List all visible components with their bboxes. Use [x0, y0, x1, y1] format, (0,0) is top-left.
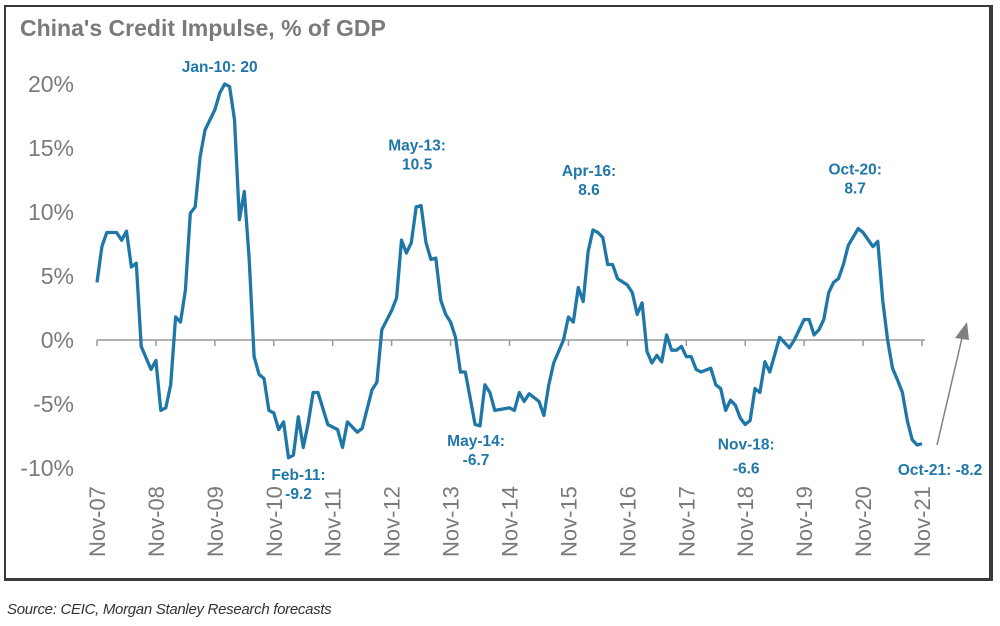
annotation-label: Jan-10: 20	[182, 59, 258, 76]
annotation-text: Feb-11:	[271, 467, 325, 484]
annotation-label: May-13: 10.5	[388, 138, 446, 174]
annotation-text: -9.2	[285, 486, 312, 503]
series-line	[95, 82, 923, 460]
y-tick-label: 10%	[28, 199, 74, 225]
x-tick-label: Nov-11	[321, 488, 346, 557]
annotation-label: May-14: -6.7	[447, 433, 505, 469]
x-tick-label: Nov-14	[498, 486, 523, 557]
forecast-arrow	[936, 322, 969, 446]
x-tick-label: Nov-09	[203, 486, 228, 557]
chart-title: China's Credit Impulse, % of GDP	[20, 15, 386, 41]
annotation-text: May-14:	[447, 433, 505, 450]
annotation-text: May-13:	[388, 138, 446, 155]
y-axis: 20% 15% 10% 5% 0% -5% -10%	[20, 71, 74, 481]
x-tick-label: Nov-07	[85, 486, 110, 557]
source-note: Source: CEIC, Morgan Stanley Research fo…	[7, 601, 332, 618]
x-tick-label: Nov-08	[144, 486, 169, 557]
annotation-label: Oct-21: -8.2	[898, 462, 982, 479]
y-tick-label: 15%	[28, 135, 74, 161]
annotation-text: -6.6	[733, 460, 760, 477]
y-tick-label: -5%	[33, 391, 74, 417]
annotation-label: Apr-16: 8.6	[562, 163, 616, 199]
x-axis: Nov-07 Nov-08 Nov-09 Nov-10 Nov-11 Nov-12 Nov-…	[85, 339, 935, 557]
y-tick-label: 0%	[41, 327, 74, 353]
annotation-text: Oct-20:	[828, 162, 881, 179]
x-tick-label: Nov-19	[792, 486, 817, 557]
chart-frame	[4, 5, 993, 581]
annotation-label: Oct-20: 8.7	[828, 162, 881, 198]
y-tick-label: -10%	[20, 455, 74, 481]
annotation-text: 8.6	[578, 182, 600, 199]
y-tick-label: 20%	[28, 71, 74, 97]
x-tick-label: Nov-18	[733, 486, 758, 557]
x-tick-label: Nov-10	[262, 486, 287, 557]
annotation-text: Oct-21: -8.2	[898, 462, 982, 479]
annotation-text: Jan-10: 20	[182, 59, 258, 76]
annotation-text: 8.7	[844, 181, 866, 198]
annotation-text: Apr-16:	[562, 163, 616, 180]
annotation-text: 10.5	[402, 157, 433, 174]
x-tick-label: Nov-16	[615, 486, 640, 557]
y-tick-label: 5%	[41, 263, 74, 289]
x-tick-label: Nov-12	[380, 486, 405, 557]
x-tick-label: Nov-13	[439, 486, 464, 557]
x-tick-label: Nov-21	[910, 486, 935, 557]
annotation-label: Feb-11: -9.2	[271, 467, 325, 503]
x-tick-label: Nov-15	[556, 486, 581, 557]
annotation-text: Nov-18:	[718, 436, 775, 453]
annotation-label: Nov-18: -6.6	[718, 436, 775, 477]
annotation-text: -6.7	[463, 452, 490, 469]
x-tick-label: Nov-17	[674, 486, 699, 557]
x-tick-label: Nov-20	[851, 486, 876, 557]
annotations: Jan-10: 20 Feb-11: -9.2 May-13: 10.5 May-14: -…	[182, 59, 983, 503]
